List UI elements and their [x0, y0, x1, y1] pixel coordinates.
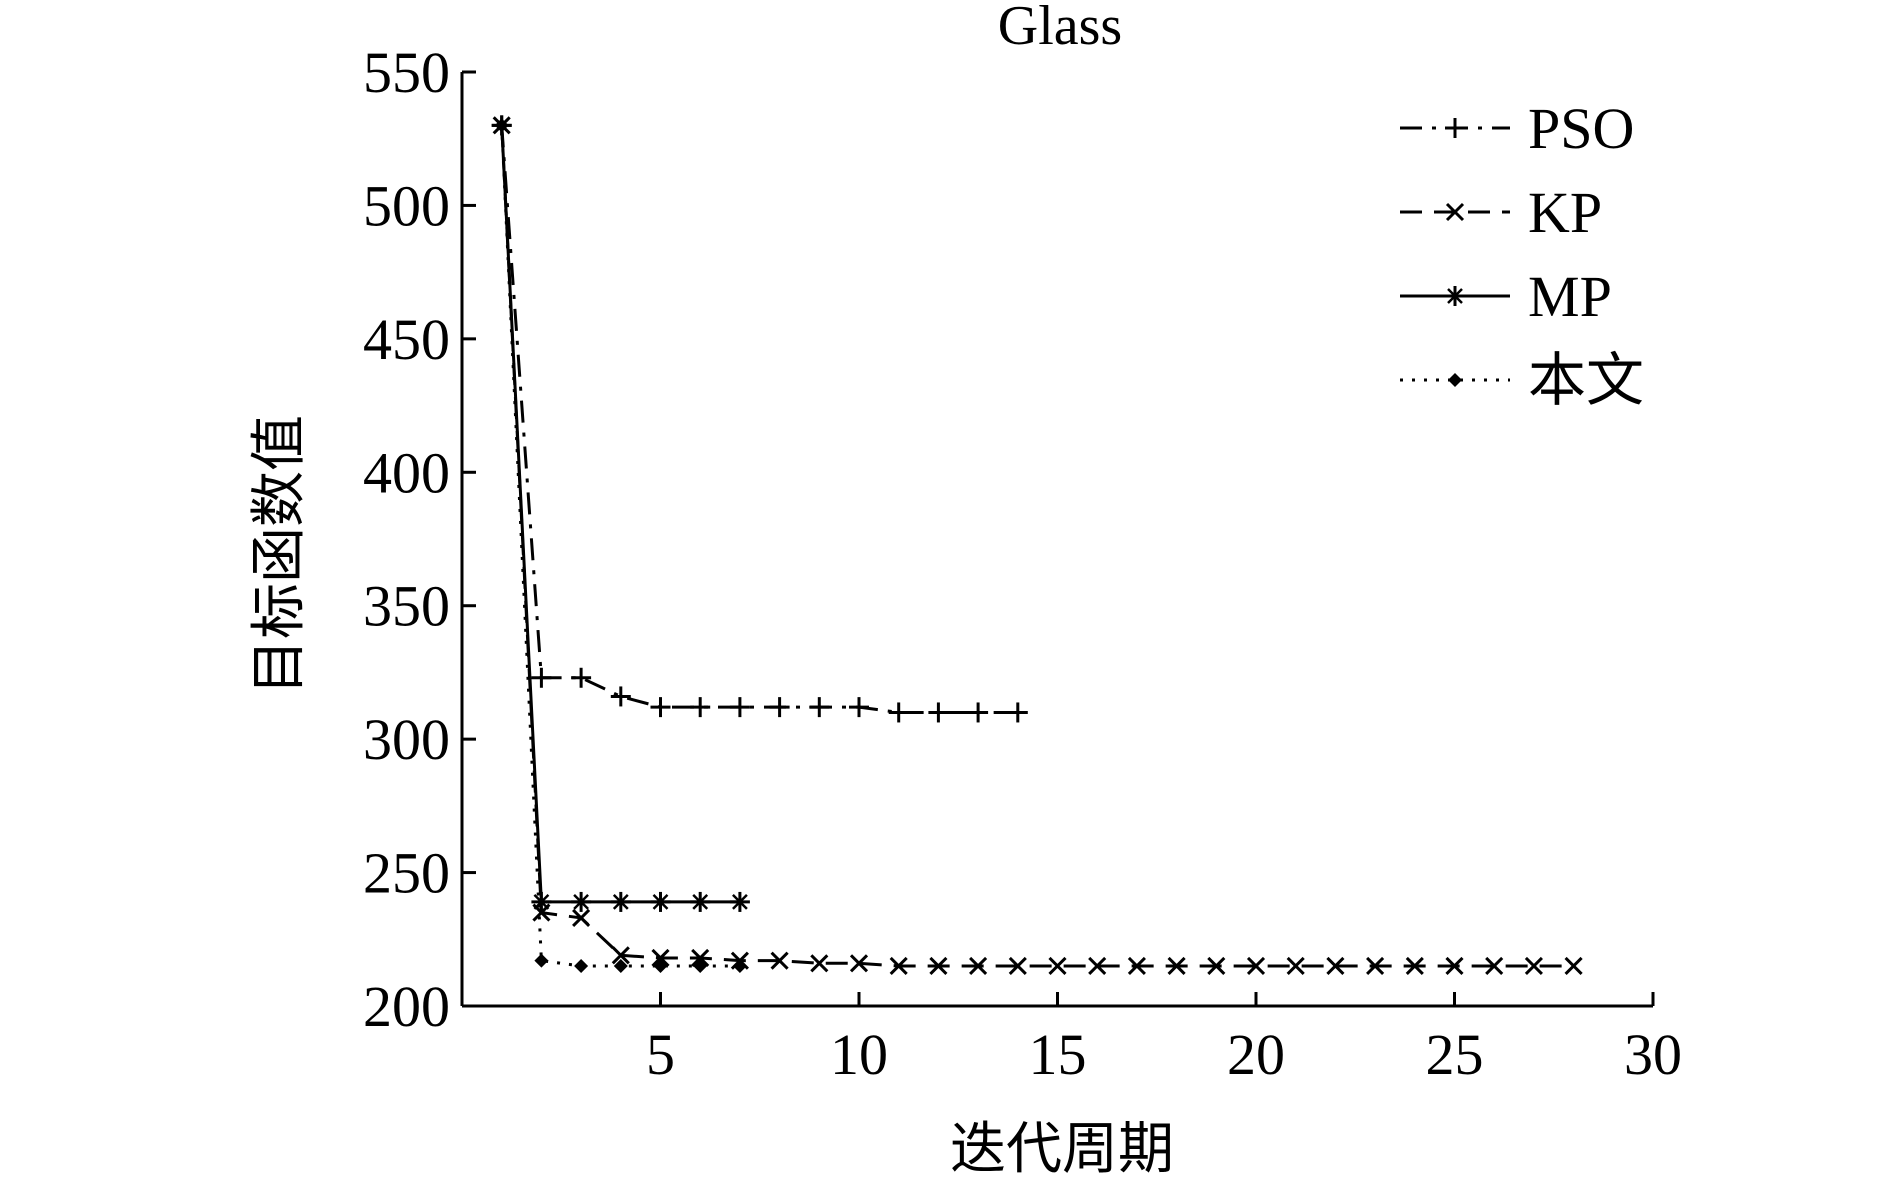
- chart-title: Glass: [998, 0, 1122, 57]
- data-point-kp: [1485, 956, 1504, 976]
- series-pso: [491, 115, 1028, 723]
- data-point-kp: [810, 954, 829, 973]
- data-point-kp: [611, 946, 630, 965]
- x-tick-label: 10: [830, 1022, 888, 1087]
- data-point-kp: [1405, 956, 1424, 976]
- legend-marker-proposed: [1448, 373, 1462, 387]
- series-line-mp: [500, 125, 740, 904]
- data-point-kp: [889, 956, 908, 976]
- data-point-mp: [571, 891, 592, 912]
- data-point-proposed: [534, 953, 549, 968]
- data-point-pso: [928, 702, 949, 723]
- data-point-pso: [650, 697, 671, 718]
- y-tick-label: 550: [363, 40, 450, 105]
- data-point-proposed: [494, 118, 509, 133]
- data-point-kp: [1326, 956, 1345, 976]
- x-axis-ticks: 5 10 15 20 25 30: [646, 992, 1682, 1087]
- data-point-kp: [1048, 956, 1067, 976]
- x-axis-title: 迭代周期: [950, 1117, 1174, 1179]
- data-point-kp: [1524, 956, 1543, 976]
- data-point-mp: [531, 891, 552, 912]
- data-point-pso: [1007, 702, 1028, 723]
- legend-label-mp: MP: [1528, 264, 1612, 329]
- data-point-kp: [1445, 956, 1464, 976]
- legend-item-pso: PSO: [1400, 96, 1634, 161]
- legend-marker-pso: [1445, 118, 1465, 138]
- y-tick-label: 200: [363, 974, 450, 1039]
- legend-item-kp: KP: [1400, 180, 1602, 245]
- legend-item-mp: MP: [1400, 264, 1612, 329]
- data-point-mp: [729, 891, 750, 912]
- legend-marker-kp: [1445, 202, 1465, 222]
- data-point-mp: [610, 891, 631, 912]
- data-point-proposed: [613, 958, 628, 973]
- legend-label-pso: PSO: [1528, 96, 1634, 161]
- series-proposed: [494, 118, 747, 973]
- data-point-mp: [650, 891, 671, 912]
- data-point-pso: [690, 697, 711, 718]
- data-point-pso: [610, 686, 631, 707]
- data-point-pso: [531, 667, 552, 688]
- data-point-kp: [1088, 956, 1107, 976]
- y-tick-label: 500: [363, 173, 450, 238]
- y-tick-label: 350: [363, 574, 450, 639]
- data-point-kp: [929, 956, 948, 976]
- series-line-pso: [500, 125, 1018, 714]
- data-point-kp: [1127, 956, 1146, 976]
- data-point-pso: [571, 667, 592, 688]
- data-point-kp: [651, 948, 670, 968]
- y-tick-label: 450: [363, 307, 450, 372]
- data-point-proposed: [732, 958, 747, 973]
- x-tick-label: 5: [646, 1022, 675, 1087]
- data-point-kp: [1246, 956, 1266, 976]
- y-tick-label: 400: [363, 440, 450, 505]
- data-point-proposed: [693, 958, 708, 973]
- data-point-kp: [1008, 956, 1027, 976]
- data-point-pso: [809, 697, 830, 718]
- data-point-pso: [888, 702, 909, 723]
- y-tick-label: 250: [363, 841, 450, 906]
- data-point-pso: [729, 697, 750, 718]
- y-axis-title: 目标函数值: [247, 415, 312, 695]
- series-layer: [491, 115, 1583, 976]
- data-point-pso: [769, 697, 790, 718]
- legend-item-proposed: 本文: [1400, 348, 1644, 413]
- data-point-proposed: [653, 958, 668, 973]
- y-tick-label: 300: [363, 707, 450, 772]
- data-point-kp: [969, 956, 988, 976]
- data-point-mp: [690, 891, 711, 912]
- data-point-pso: [849, 697, 869, 718]
- data-point-kp: [1167, 956, 1186, 976]
- data-point-kp: [572, 908, 591, 927]
- x-tick-label: 15: [1029, 1022, 1087, 1087]
- x-tick-label: 20: [1227, 1022, 1285, 1087]
- x-tick-label: 25: [1426, 1022, 1484, 1087]
- y-axis-ticks: 200 250 300 350 400 450 500 550: [363, 40, 476, 1039]
- data-point-kp: [770, 951, 789, 970]
- data-point-kp: [691, 948, 710, 968]
- data-point-proposed: [574, 958, 589, 973]
- series-kp: [492, 116, 1583, 976]
- legend-marker-mp: [1445, 286, 1465, 306]
- data-point-pso: [968, 702, 989, 723]
- data-point-kp: [1564, 956, 1583, 976]
- x-tick-label: 30: [1624, 1022, 1682, 1087]
- legend-label-proposed: 本文: [1528, 348, 1644, 413]
- legend-label-kp: KP: [1528, 180, 1602, 245]
- data-point-kp: [1207, 956, 1226, 976]
- data-point-kp: [1366, 956, 1385, 976]
- data-point-kp: [849, 954, 869, 973]
- series-line-kp: [500, 125, 1574, 968]
- data-point-kp: [1286, 956, 1305, 976]
- legend: PSO KP MP 本文: [1400, 96, 1644, 413]
